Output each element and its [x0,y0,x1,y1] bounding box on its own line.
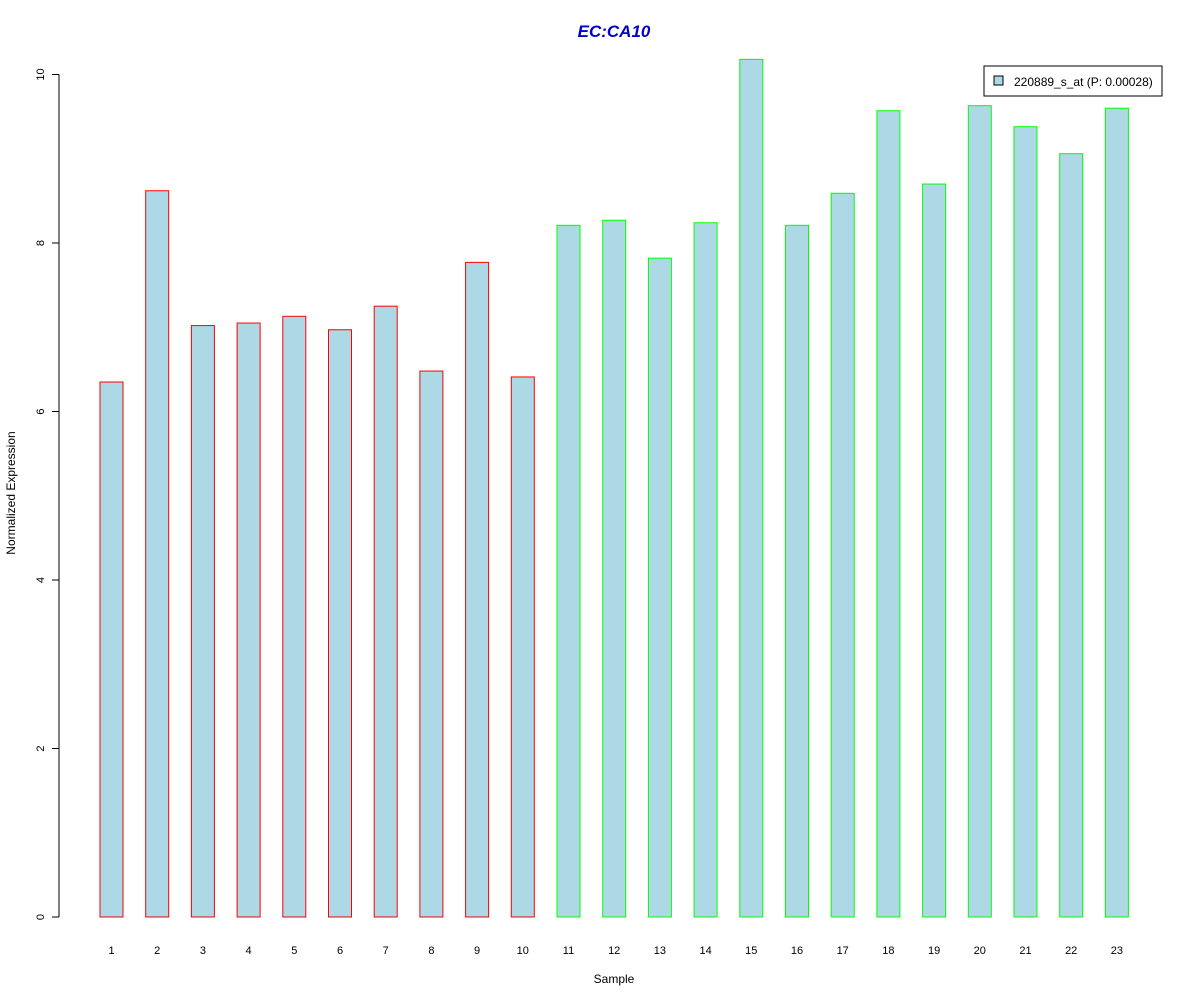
legend-label: 220889_s_at (P: 0.00028) [1014,75,1153,89]
bar-sample-17 [830,192,855,918]
bar-sample-12 [602,219,627,918]
x-tick-label: 21 [1019,945,1031,957]
x-tick-label: 2 [154,945,160,957]
y-tick-label: 0 [35,914,47,920]
chart-title: EC:CA10 [578,22,651,41]
x-tick-label: 7 [383,945,389,957]
x-tick-label: 1 [108,945,114,957]
bar-sample-1 [99,381,124,918]
bar-sample-9 [465,261,490,918]
bar-sample-13 [647,257,672,918]
x-tick-label: 11 [563,945,574,957]
y-tick-label: 8 [35,240,47,246]
x-tick-label: 12 [608,945,620,957]
bar-sample-4 [236,322,261,918]
bar-sample-14 [693,222,718,918]
legend: 220889_s_at (P: 0.00028) [983,65,1163,97]
x-axis-label: Sample [594,972,635,986]
bar-sample-8 [419,370,444,918]
bar-sample-6 [328,329,352,918]
legend-swatch [993,75,1004,86]
x-tick-label: 5 [291,945,297,957]
x-tick-label: 4 [246,945,252,957]
legend-box [983,65,1163,97]
x-tick-label: 3 [200,945,206,957]
x-tick-labels: 1 2 3 4 5 6 7 8 9 10 11 12 13 14 15 16 17 18 19 20 21 22 23 [108,945,1123,957]
x-tick-label: 10 [517,945,529,957]
x-tick-label: 15 [745,945,757,957]
y-axis-label: Normalized Expression [4,431,18,554]
bar-sample-21 [1013,126,1038,918]
bar-sample-23 [1104,107,1129,918]
y-tick-label: 10 [35,68,47,80]
x-tick-label: 18 [882,945,894,957]
x-tick-label: 8 [428,945,434,957]
x-tick-label: 23 [1111,945,1123,957]
y-tick-label: 2 [35,745,47,751]
bar-sample-11 [556,224,581,918]
bar-sample-22 [1059,153,1084,918]
y-tick-label: 6 [35,408,47,414]
bar-sample-19 [922,183,947,918]
bar-sample-18 [876,110,901,918]
bar-sample-16 [785,224,809,918]
x-tick-label: 22 [1065,945,1077,957]
bar-sample-10 [510,376,535,918]
x-tick-label: 13 [654,945,666,957]
x-tick-label: 19 [928,945,940,957]
y-tick-label: 4 [35,577,47,583]
bars [99,58,1129,918]
y-axis: 0 2 4 6 8 10 [35,68,60,920]
x-tick-label: 16 [791,945,803,957]
x-tick-label: 6 [337,945,343,957]
x-tick-label: 17 [837,945,849,957]
bar-sample-2 [145,190,170,918]
x-tick-label: 14 [699,945,711,957]
bar-sample-15 [739,58,764,918]
bar-sample-20 [967,105,992,918]
bar-sample-5 [282,315,307,918]
x-tick-label: 20 [974,945,986,957]
bar-sample-3 [190,325,215,918]
bar-sample-7 [373,305,398,918]
x-tick-label: 9 [474,945,480,957]
